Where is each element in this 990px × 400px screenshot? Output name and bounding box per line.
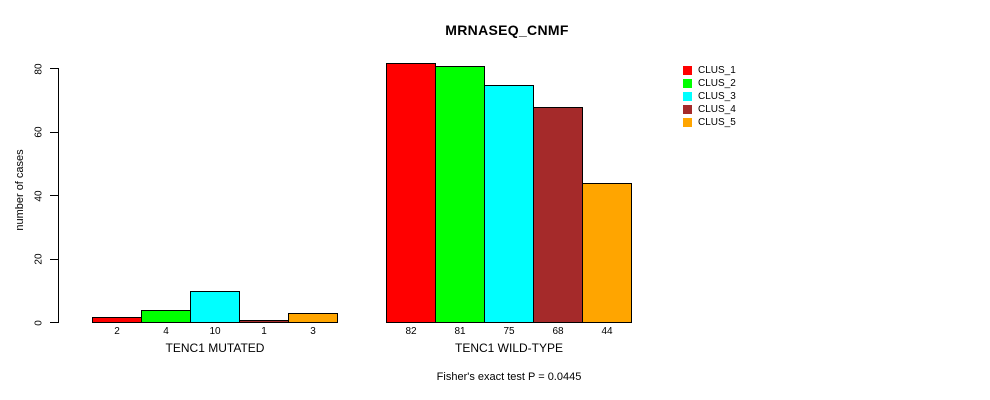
y-axis-line xyxy=(58,68,59,323)
bar-value-label: 10 xyxy=(209,326,221,337)
bar-value-label: 44 xyxy=(601,326,613,337)
y-axis-tick xyxy=(50,258,58,260)
bar xyxy=(386,63,436,323)
bar xyxy=(533,107,583,323)
legend-label: CLUS_4 xyxy=(698,104,736,115)
y-axis-label: number of cases xyxy=(14,149,26,231)
legend-label: CLUS_2 xyxy=(698,78,736,89)
group-label: TENC1 MUTATED xyxy=(165,341,265,355)
legend-swatch xyxy=(683,105,692,114)
bar-value-label: 1 xyxy=(261,326,267,337)
legend-swatch xyxy=(683,118,692,127)
legend-item: CLUS_3 xyxy=(683,90,736,103)
chart-title: MRNASEQ_CNMF xyxy=(445,22,569,38)
bar xyxy=(141,310,191,323)
y-axis-tick-label: 80 xyxy=(33,62,45,75)
bar xyxy=(484,85,534,323)
group-label: TENC1 WILD-TYPE xyxy=(454,341,564,355)
bar-value-label: 82 xyxy=(405,326,417,337)
legend-item: CLUS_1 xyxy=(683,64,736,77)
y-axis-tick xyxy=(50,195,58,196)
bar xyxy=(92,317,142,323)
legend-swatch xyxy=(683,79,692,88)
y-axis-tick xyxy=(50,131,58,133)
legend: CLUS_1 CLUS_2 CLUS_3 CLUS_4 CLUS_5 xyxy=(683,64,736,129)
legend-label: CLUS_3 xyxy=(698,91,736,102)
bar-value-label: 68 xyxy=(552,326,564,337)
legend-item: CLUS_4 xyxy=(683,103,736,116)
y-axis-tick-label: 60 xyxy=(33,126,45,138)
bar-value-label: 2 xyxy=(114,326,120,337)
bar xyxy=(190,291,240,323)
legend-swatch xyxy=(683,92,692,101)
legend-swatch xyxy=(683,66,692,75)
bar xyxy=(288,313,338,323)
legend-label: CLUS_1 xyxy=(698,65,736,76)
bar-value-label: 81 xyxy=(454,326,466,337)
bar-value-label: 4 xyxy=(163,326,169,337)
bar xyxy=(239,320,289,323)
bar-value-label: 3 xyxy=(310,326,316,337)
annotation-text: Fisher's exact test P = 0.0445 xyxy=(436,371,582,383)
legend-item: CLUS_2 xyxy=(683,77,736,90)
y-axis-tick xyxy=(50,68,58,69)
y-axis-tick xyxy=(50,322,58,323)
bar xyxy=(435,66,485,323)
y-axis-tick-label: 40 xyxy=(33,189,45,202)
y-axis-tick-label: 20 xyxy=(33,253,45,265)
legend-item: CLUS_5 xyxy=(683,116,736,129)
legend-label: CLUS_5 xyxy=(698,117,736,128)
bar-value-label: 75 xyxy=(503,326,515,337)
bar xyxy=(582,183,632,323)
y-axis-tick-label: 0 xyxy=(33,319,45,326)
